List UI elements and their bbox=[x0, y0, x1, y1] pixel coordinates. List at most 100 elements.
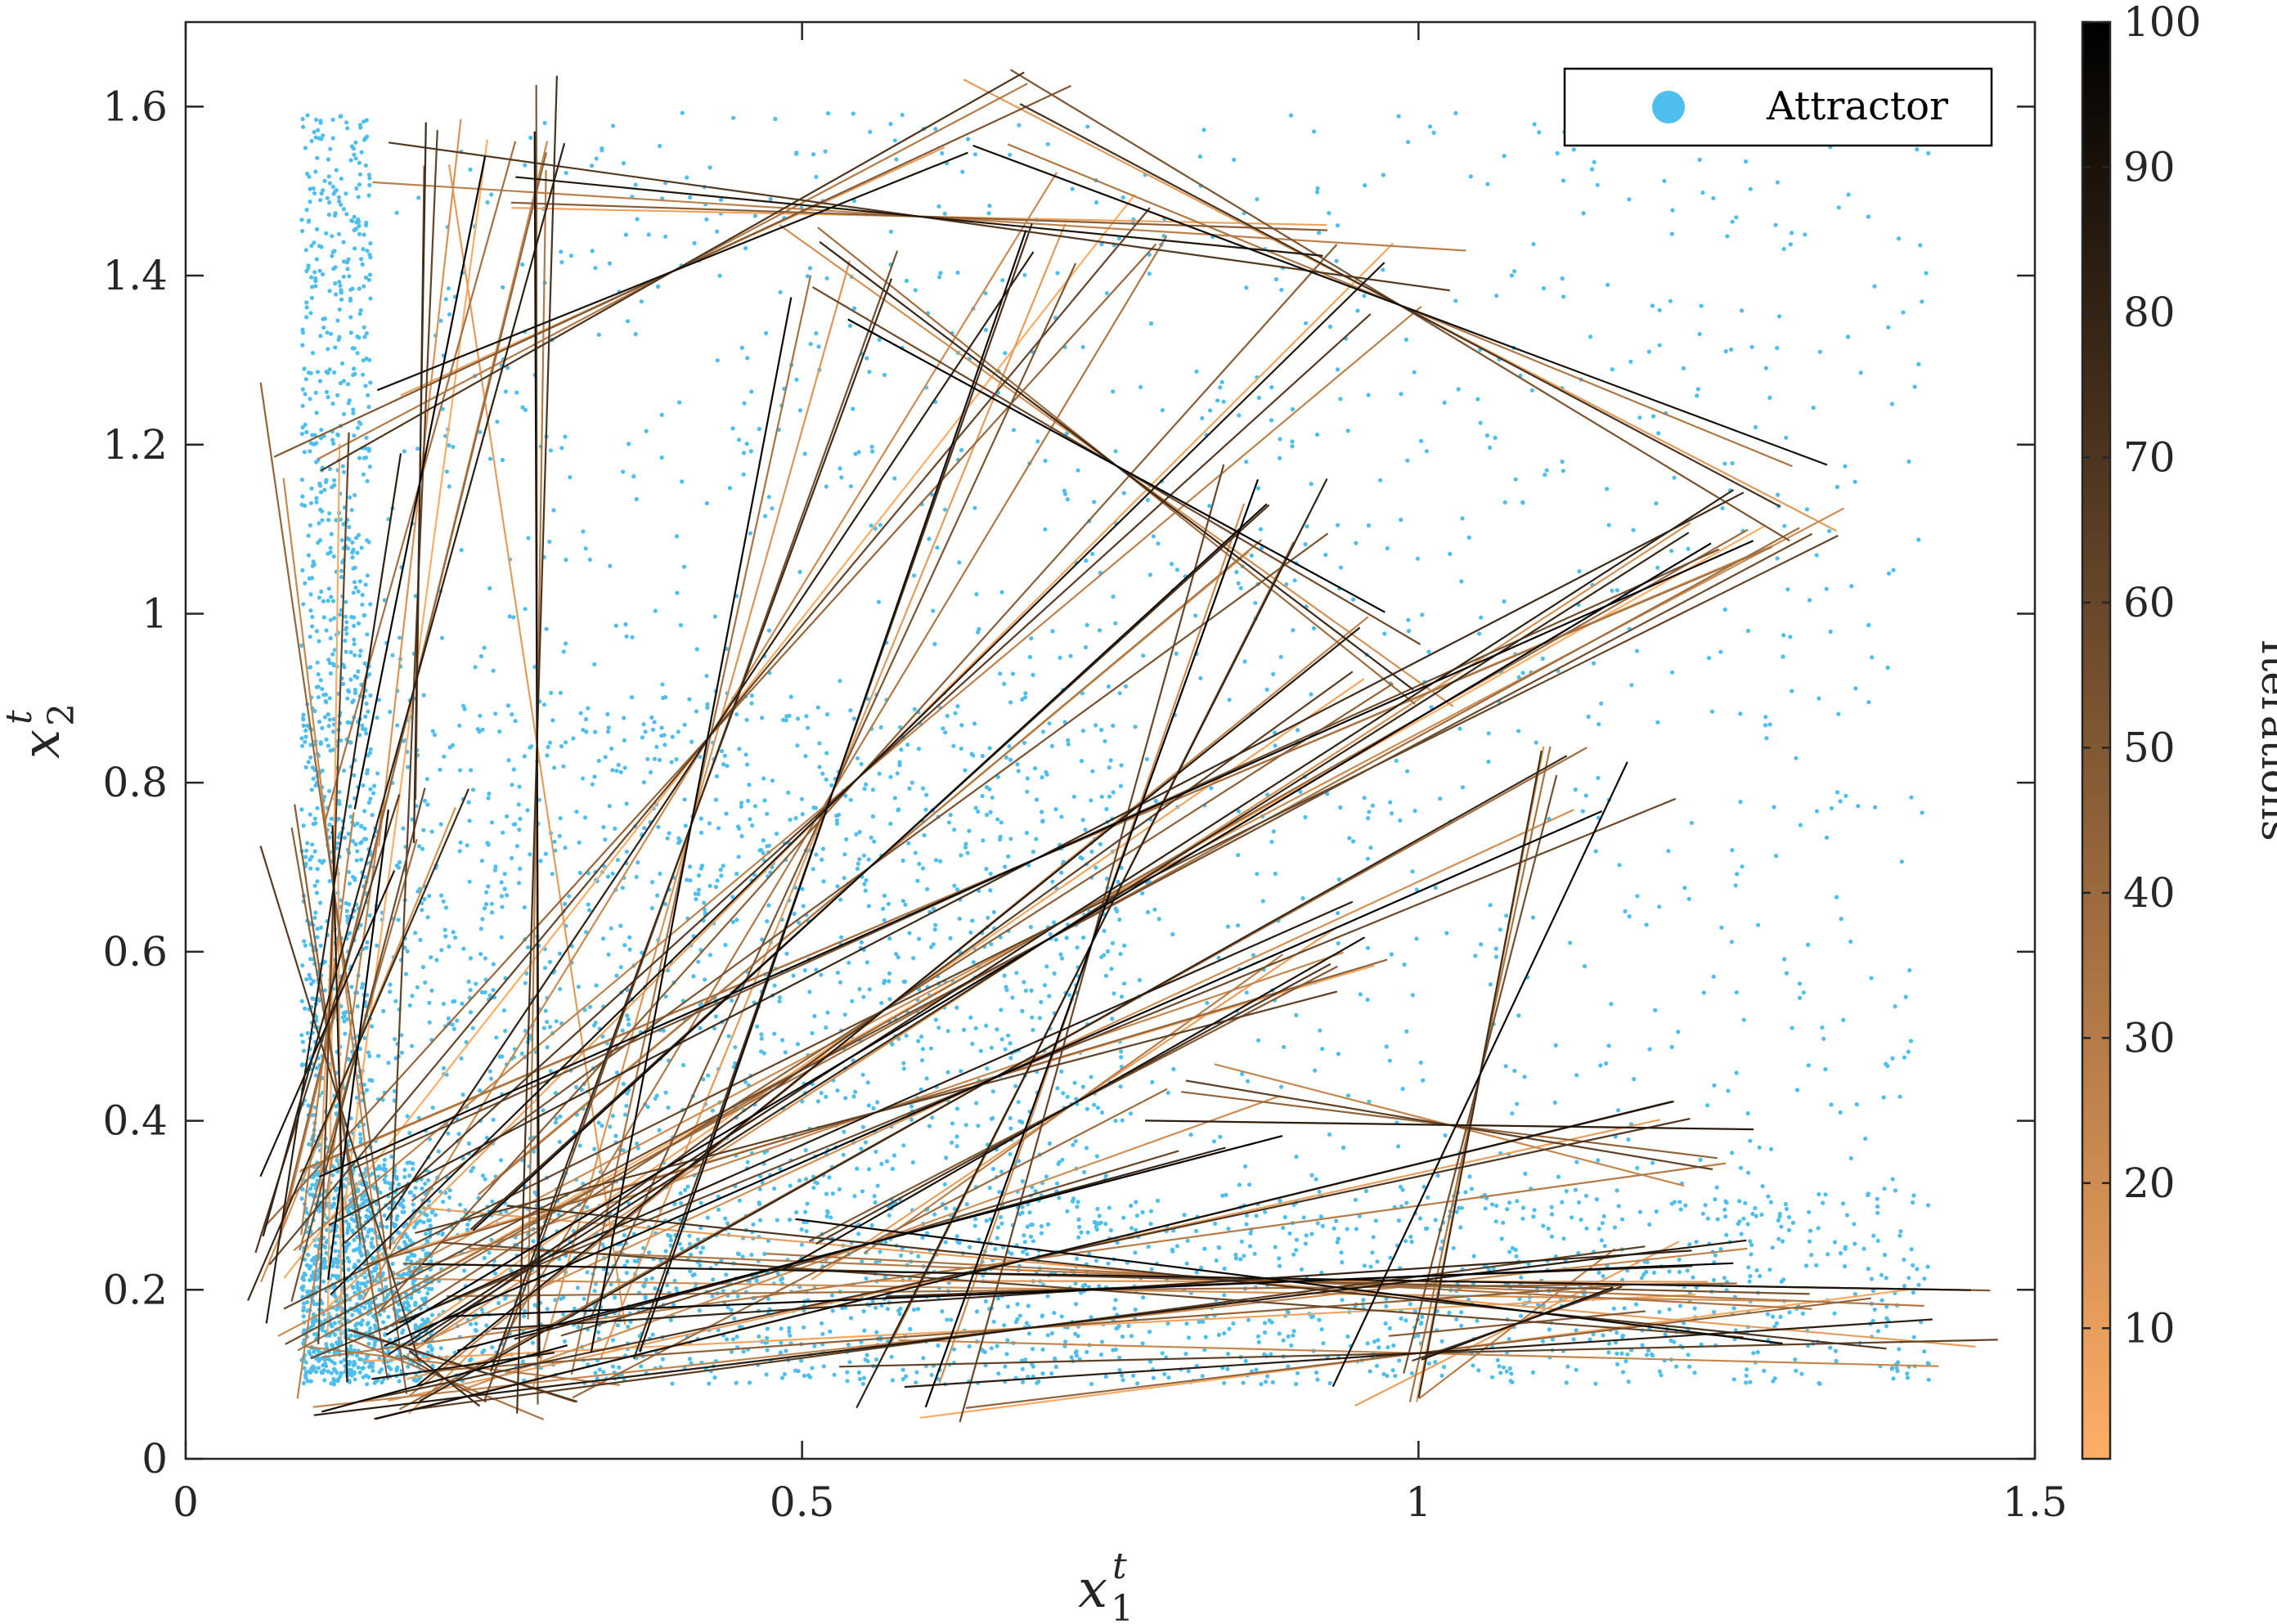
attractor-point bbox=[1387, 1326, 1392, 1330]
attractor-point bbox=[350, 540, 355, 545]
attractor-point bbox=[879, 1001, 884, 1006]
attractor-point bbox=[618, 965, 623, 970]
attractor-point bbox=[1362, 294, 1367, 298]
attractor-point bbox=[990, 1089, 995, 1094]
attractor-point bbox=[530, 1340, 536, 1345]
attractor-point bbox=[1584, 1226, 1589, 1231]
attractor-point bbox=[758, 847, 764, 853]
attractor-point bbox=[365, 768, 370, 773]
attractor-point bbox=[348, 677, 353, 682]
attractor-point bbox=[1117, 691, 1122, 696]
attractor-point bbox=[1336, 877, 1341, 882]
attractor-point bbox=[803, 754, 808, 759]
attractor-point bbox=[1637, 415, 1642, 420]
attractor-point bbox=[824, 484, 829, 489]
attractor-point bbox=[1097, 1284, 1102, 1289]
attractor-point bbox=[301, 602, 306, 607]
attractor-point bbox=[667, 831, 671, 836]
attractor-point bbox=[350, 1312, 355, 1317]
attractor-point bbox=[401, 826, 406, 831]
attractor-point bbox=[722, 753, 728, 758]
attractor-point bbox=[1286, 1310, 1291, 1315]
attractor-point bbox=[467, 819, 472, 823]
attractor-point bbox=[1294, 1012, 1299, 1018]
attractor-point bbox=[1459, 1205, 1464, 1210]
attractor-point bbox=[1040, 729, 1046, 734]
attractor-point bbox=[891, 1153, 897, 1158]
attractor-point bbox=[1842, 1263, 1848, 1269]
attractor-point bbox=[838, 679, 842, 684]
attractor-point bbox=[1103, 1222, 1108, 1227]
attractor-point bbox=[1240, 1071, 1245, 1076]
attractor-point bbox=[518, 816, 523, 821]
attractor-point bbox=[834, 821, 840, 826]
attractor-point bbox=[967, 1344, 972, 1349]
attractor-point bbox=[397, 1379, 402, 1384]
attractor-point bbox=[861, 1375, 867, 1380]
attractor-point bbox=[685, 877, 689, 882]
attractor-point bbox=[349, 508, 354, 513]
attractor-point bbox=[1926, 1377, 1931, 1382]
attractor-point bbox=[611, 1364, 616, 1369]
attractor-point bbox=[1634, 648, 1640, 653]
attractor-point bbox=[488, 1076, 494, 1081]
attractor-point bbox=[943, 730, 948, 735]
attractor-point bbox=[354, 858, 359, 863]
attractor-point bbox=[1097, 1221, 1102, 1226]
attractor-point bbox=[509, 1268, 514, 1273]
attractor-point bbox=[1439, 1373, 1444, 1378]
attractor-point bbox=[1404, 1029, 1409, 1034]
attractor-point bbox=[794, 151, 799, 156]
attractor-point bbox=[360, 985, 365, 990]
attractor-point bbox=[1006, 854, 1011, 859]
attractor-point bbox=[705, 702, 710, 707]
attractor-point bbox=[644, 1277, 649, 1282]
attractor-point bbox=[1094, 723, 1098, 728]
attractor-point bbox=[860, 1072, 865, 1077]
attractor-point bbox=[1454, 1209, 1459, 1214]
attractor-point bbox=[865, 960, 869, 965]
attractor-point bbox=[1782, 957, 1787, 962]
attractor-point bbox=[741, 472, 746, 477]
attractor-point bbox=[1156, 1198, 1161, 1203]
attractor-point bbox=[696, 887, 702, 892]
attractor-point bbox=[701, 1077, 706, 1082]
attractor-point bbox=[1832, 1311, 1837, 1316]
attractor-point bbox=[1141, 653, 1146, 658]
attractor-point bbox=[308, 500, 314, 505]
attractor-point bbox=[1345, 1093, 1350, 1098]
attractor-point bbox=[1071, 794, 1076, 799]
attractor-point bbox=[1911, 1263, 1915, 1267]
attractor-point bbox=[1301, 1215, 1306, 1220]
attractor-point bbox=[451, 999, 456, 1004]
attractor-point bbox=[1576, 1250, 1581, 1256]
attractor-point bbox=[1893, 1004, 1898, 1009]
attractor-point bbox=[783, 1050, 788, 1055]
attractor-point bbox=[999, 820, 1004, 825]
attractor-point bbox=[1160, 408, 1165, 413]
attractor-point bbox=[680, 479, 685, 484]
attractor-point bbox=[429, 829, 434, 834]
attractor-point bbox=[305, 1252, 311, 1258]
attractor-point bbox=[330, 253, 335, 258]
attractor-point bbox=[861, 994, 866, 999]
attractor-point bbox=[1676, 1030, 1681, 1034]
attractor-point bbox=[949, 1317, 954, 1322]
attractor-point bbox=[662, 733, 667, 738]
attractor-point bbox=[1085, 124, 1090, 129]
attractor-point bbox=[1418, 1060, 1423, 1065]
attractor-point bbox=[363, 446, 368, 451]
attractor-point bbox=[1286, 1334, 1291, 1339]
attractor-point bbox=[1848, 1155, 1853, 1161]
attractor-point bbox=[1023, 988, 1028, 994]
attractor-point bbox=[1722, 461, 1727, 466]
attractor-point bbox=[915, 878, 920, 883]
attractor-point bbox=[430, 1106, 435, 1110]
attractor-point bbox=[862, 882, 867, 886]
attractor-point bbox=[546, 744, 550, 750]
attractor-point bbox=[977, 626, 981, 631]
attractor-point bbox=[1599, 1238, 1604, 1243]
attractor-point bbox=[1718, 649, 1723, 654]
attractor-point bbox=[321, 271, 326, 277]
attractor-point bbox=[362, 232, 366, 237]
